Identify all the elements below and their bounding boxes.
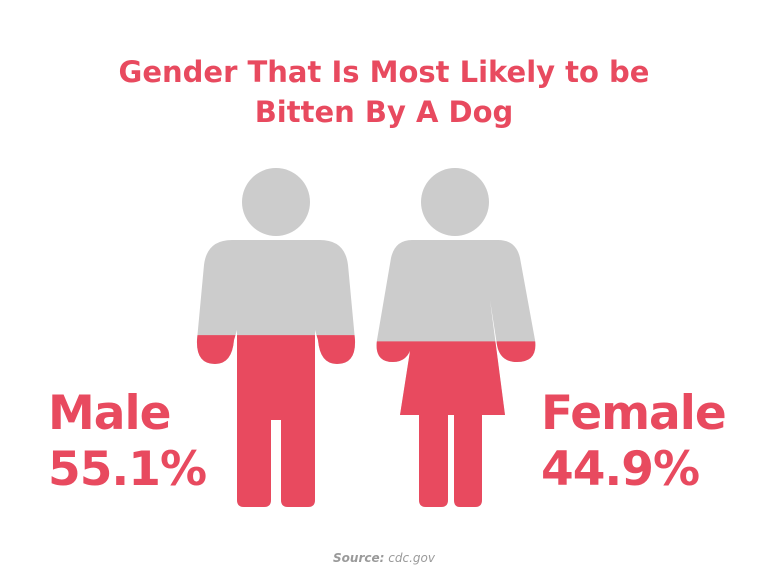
male-figure-fill (196, 335, 356, 507)
female-figure-icon (376, 168, 536, 507)
chart-title: Gender That Is Most Likely to be Bitten … (0, 52, 768, 132)
female-head (421, 168, 489, 236)
female-label-value: 44.9% (541, 442, 700, 497)
female-label: Female 44.9% (541, 386, 727, 498)
male-figure-icon (196, 168, 356, 507)
female-figure-fill (376, 341, 536, 507)
source-note: Source: cdc.gov (0, 551, 768, 565)
source-key: Source: (333, 551, 385, 565)
male-label: Male 55.1% (48, 386, 207, 498)
source-value: cdc.gov (388, 551, 435, 565)
chart-title-line-1: Gender That Is Most Likely to be (118, 55, 650, 89)
chart-title-line-2: Bitten By A Dog (254, 95, 514, 129)
male-head (242, 168, 310, 236)
male-label-value: 55.1% (48, 442, 207, 497)
female-label-name: Female (541, 386, 727, 441)
male-label-name: Male (48, 386, 171, 441)
